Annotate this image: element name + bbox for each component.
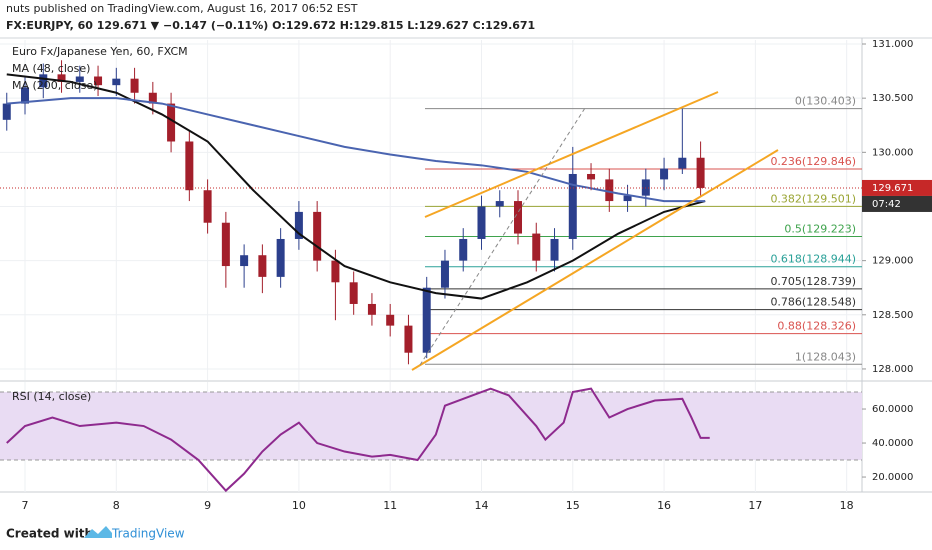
candle-body — [294, 211, 303, 239]
candle-body — [587, 173, 596, 180]
candle-body — [495, 201, 504, 207]
candle-body — [21, 87, 30, 104]
fib-label: 0.705(128.739) — [770, 275, 856, 288]
candle-body — [39, 74, 48, 88]
rsi-y-tick-label: 20.0000 — [872, 472, 913, 483]
candle-body — [276, 238, 285, 277]
candle-body — [148, 92, 157, 104]
candle-body — [568, 173, 577, 239]
candle-body — [240, 255, 249, 267]
quote-line: FX:EURJPY, 60 129.671 ▼ −0.147 (−0.11%) … — [6, 19, 535, 32]
candle-body — [349, 282, 358, 304]
candle-body — [313, 211, 322, 261]
time-label: 07:42 — [872, 199, 901, 210]
candle-body — [167, 103, 176, 142]
fib-label: 1(128.043) — [795, 350, 856, 363]
symbol-title: Euro Fx/Japanese Yen, 60, FXCM — [12, 45, 188, 58]
candle-body — [532, 233, 541, 261]
y-tick-label: 129.000 — [872, 256, 913, 267]
rsi-band — [0, 392, 862, 461]
candle-body — [386, 314, 395, 326]
x-tick-label: 8 — [113, 499, 120, 512]
publisher: nuts published on TradingView.com, Augus… — [6, 2, 358, 15]
fib-label: 0.618(128.944) — [770, 253, 856, 266]
candle-body — [605, 179, 614, 202]
candle-body — [94, 76, 103, 86]
rsi-title: RSI (14, close) — [12, 390, 91, 403]
last-price-label: 129.671 — [872, 183, 913, 194]
candle-body — [404, 325, 413, 353]
fib-label: 0.382(129.501) — [770, 192, 856, 205]
trend-dashed — [419, 107, 586, 366]
moving-average — [6, 73, 706, 300]
y-tick-label: 131.000 — [872, 39, 913, 50]
legend-ma200: MA (200, close) — [12, 79, 97, 92]
rsi-y-tick-label: 60.0000 — [872, 404, 913, 415]
candle-body — [221, 222, 230, 267]
candle-body — [678, 157, 687, 169]
y-tick-label: 130.500 — [872, 93, 913, 104]
moving-average — [6, 97, 706, 203]
candle-body — [440, 260, 449, 288]
candle-body — [331, 260, 340, 283]
last-price-box — [862, 179, 932, 196]
fib-label: 0(130.403) — [795, 95, 856, 108]
candle-body — [203, 190, 212, 223]
candle-body — [696, 157, 705, 188]
candle-body — [623, 195, 632, 202]
x-tick-label: 7 — [22, 499, 29, 512]
candle-body — [550, 238, 559, 261]
candle-body — [57, 74, 66, 82]
footer-created: Created with — [6, 527, 93, 541]
fib-label: 0.88(128.326) — [777, 320, 856, 333]
fib-label: 0.236(129.846) — [770, 155, 856, 168]
x-tick-label: 15 — [566, 499, 580, 512]
y-tick-label: 130.000 — [872, 147, 913, 158]
x-tick-label: 10 — [292, 499, 306, 512]
candle-body — [2, 103, 11, 120]
candle-body — [130, 78, 139, 93]
candle-body — [75, 76, 84, 82]
rsi-line — [6, 387, 710, 493]
logo — [84, 526, 112, 538]
candle-body — [258, 255, 267, 277]
rsi-y-tick-label: 40.0000 — [872, 438, 913, 449]
candle-body — [459, 238, 468, 261]
candle-body — [367, 303, 376, 315]
candle-body — [514, 201, 523, 234]
x-tick-label: 9 — [204, 499, 211, 512]
candle-body — [185, 141, 194, 191]
footer-brand: TradingView — [111, 527, 185, 541]
candle-body — [477, 206, 486, 239]
candle-body — [422, 287, 431, 353]
y-tick-label: 128.000 — [872, 364, 913, 375]
x-tick-label: 14 — [474, 499, 488, 512]
x-tick-label: 17 — [748, 499, 762, 512]
x-tick-label: 16 — [657, 499, 671, 512]
candle-body — [112, 78, 121, 86]
fib-label: 0.5(129.223) — [784, 222, 856, 235]
y-tick-label: 128.500 — [872, 310, 913, 321]
x-tick-label: 18 — [840, 499, 854, 512]
legend-ma48: MA (48, close) — [12, 62, 90, 75]
time-box — [862, 195, 932, 212]
x-tick-label: 11 — [383, 499, 397, 512]
candle-body — [660, 168, 669, 180]
channel-upper — [424, 91, 719, 218]
channel-lower — [411, 149, 779, 371]
fib-label: 0.786(128.548) — [770, 296, 856, 309]
